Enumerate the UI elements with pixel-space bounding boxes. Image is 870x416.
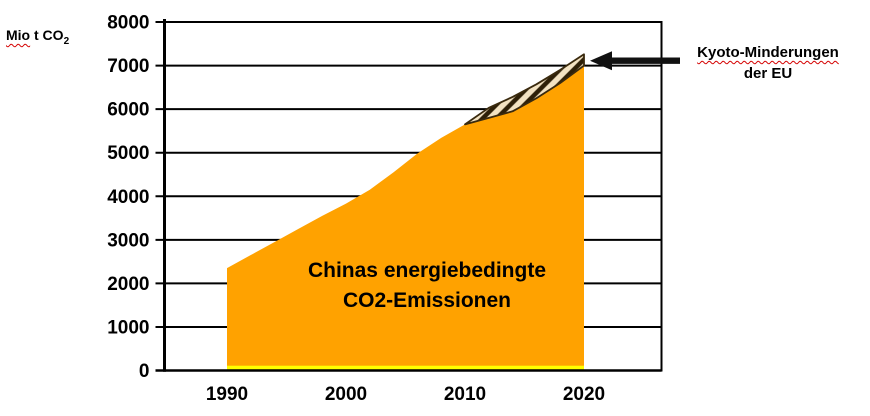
yellow-baseline-strip xyxy=(227,365,584,370)
y-tick-label-2000: 2000 xyxy=(107,274,149,295)
y-tick-label-0: 0 xyxy=(139,361,150,382)
x-axis-tick-labels: 1990 2000 2010 2020 xyxy=(206,384,605,405)
kyoto-reduction-hatched-wedge xyxy=(464,53,585,126)
area-series-label-line1: Chinas energiebedingte xyxy=(307,259,547,282)
x-tick-label-2010: 2010 xyxy=(444,384,486,405)
unit-subscript: 2 xyxy=(63,35,70,47)
y-tick-label-7000: 7000 xyxy=(107,56,149,77)
kyoto-annotation-line1: Kyoto-Minderungen xyxy=(697,44,839,61)
unit-rest: t CO xyxy=(30,27,64,43)
y-axis-tick-labels: 0 1000 2000 3000 4000 5000 6000 7000 8000 xyxy=(107,13,149,383)
kyoto-annotation-arrow xyxy=(590,51,680,71)
x-tick-label-1990: 1990 xyxy=(206,384,248,405)
china-emissions-area xyxy=(227,65,584,370)
area-series-label-line2: CO2-Emissionen xyxy=(342,289,512,312)
x-tick-label-2020: 2020 xyxy=(563,384,605,405)
kyoto-annotation-line2: der EU xyxy=(743,65,793,82)
kyoto-annotation-label: Kyoto-Minderungen der EU xyxy=(678,42,858,84)
area-series-label: Chinas energiebedingte CO2-Emissionen xyxy=(227,256,627,316)
y-tick-label-1000: 1000 xyxy=(107,317,149,338)
y-tick-label-3000: 3000 xyxy=(107,230,149,251)
unit-word: Mio xyxy=(6,27,31,43)
y-tick-label-4000: 4000 xyxy=(107,187,149,208)
y-tick-label-6000: 6000 xyxy=(107,100,149,121)
x-tick-label-2000: 2000 xyxy=(325,384,367,405)
y-tick-label-5000: 5000 xyxy=(107,143,149,164)
y-axis-unit-label: Mio t CO2 xyxy=(6,27,69,47)
y-tick-label-8000: 8000 xyxy=(107,13,149,34)
